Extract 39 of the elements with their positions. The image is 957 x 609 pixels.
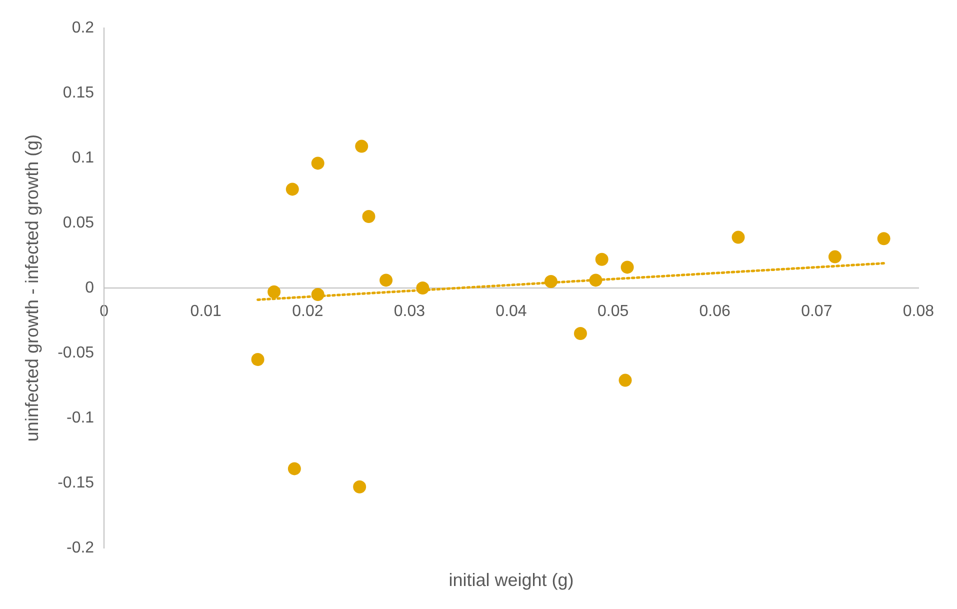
point xyxy=(732,230,745,244)
x-tick-label: 0.01 xyxy=(190,303,222,320)
x-tick-label: 0.05 xyxy=(597,303,629,320)
x-tick-label: 0.03 xyxy=(394,303,426,320)
x-tick-label: 0.06 xyxy=(699,303,731,320)
y-axis-title: uninfected growth - infected growth (g) xyxy=(22,134,42,442)
point xyxy=(828,250,842,264)
point xyxy=(416,282,430,294)
point xyxy=(589,274,602,287)
y-tick-label: 0.1 xyxy=(72,149,94,166)
x-tick-label: 0.02 xyxy=(292,303,324,320)
point xyxy=(620,260,634,274)
point xyxy=(311,156,324,170)
y-tick-label: 0.05 xyxy=(62,214,94,232)
point xyxy=(574,327,587,340)
x-tick-label: 0.04 xyxy=(496,303,527,320)
point xyxy=(288,462,301,476)
point xyxy=(286,182,299,196)
point xyxy=(618,374,632,387)
x-tick-label: 0.08 xyxy=(902,303,934,320)
x-tick-label: 0.07 xyxy=(801,303,832,320)
point xyxy=(380,274,393,287)
x-axis-title: initial weight (g) xyxy=(448,570,574,590)
point xyxy=(268,285,281,298)
y-tick-label: 0.2 xyxy=(72,19,94,36)
y-tick-label: -0.2 xyxy=(66,539,94,556)
point xyxy=(311,288,324,301)
y-tick-label: -0.15 xyxy=(58,474,94,492)
point xyxy=(544,275,558,288)
point xyxy=(595,252,608,266)
point xyxy=(362,210,376,223)
y-tick-label: -0.05 xyxy=(58,344,94,362)
y-tick-label: -0.1 xyxy=(66,409,94,426)
point xyxy=(251,353,264,366)
y-tick-label: 0.15 xyxy=(62,84,94,102)
point xyxy=(877,232,890,246)
point xyxy=(353,480,366,494)
point xyxy=(355,140,368,153)
y-tick-label: 0 xyxy=(85,279,94,296)
